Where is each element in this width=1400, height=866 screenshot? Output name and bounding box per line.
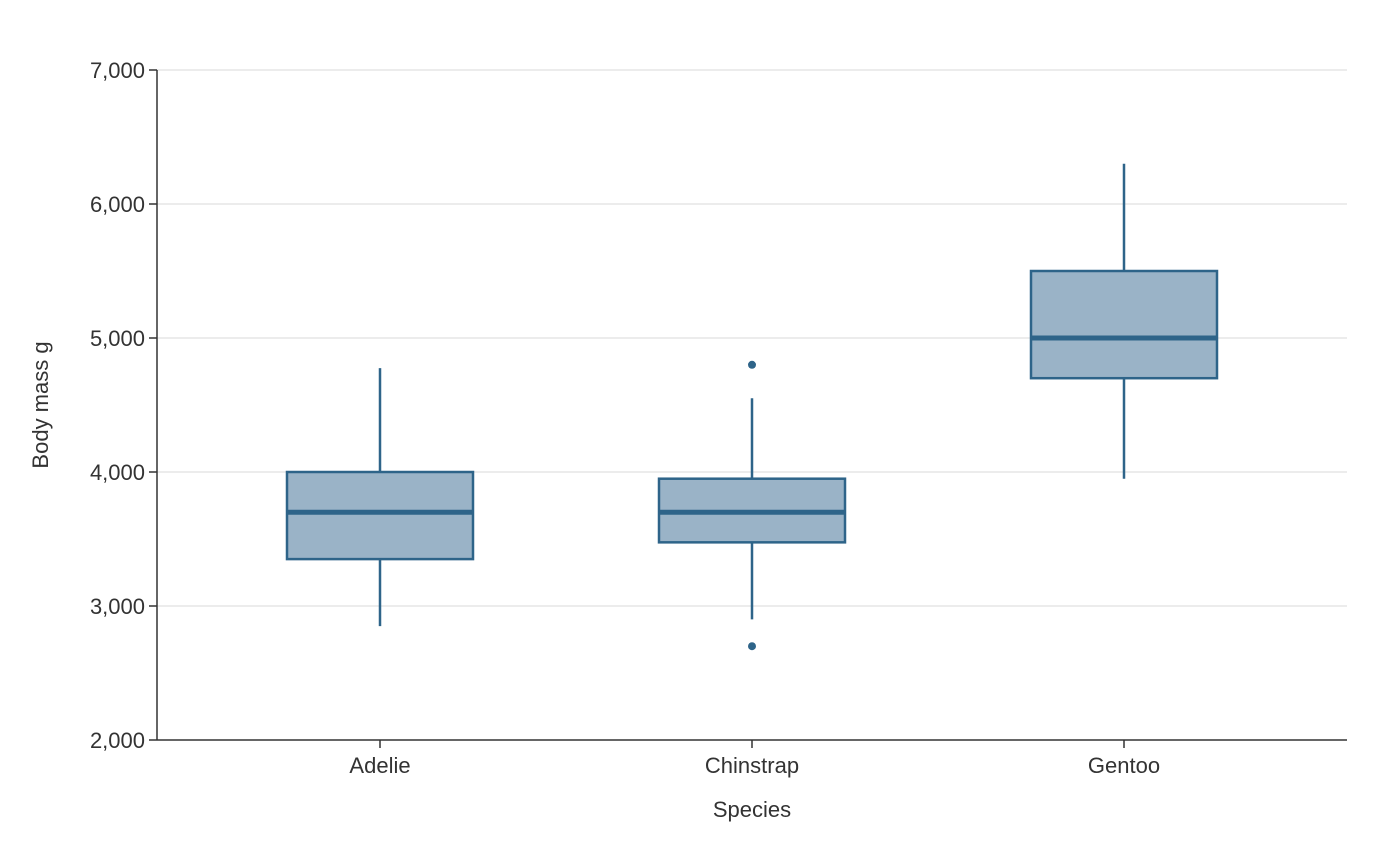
x-tick-label: Adelie bbox=[349, 753, 410, 778]
y-axis-ticks: 2,000 3,000 4,000 5,000 6,000 7,000 bbox=[90, 58, 157, 753]
y-axis-title: Body mass g bbox=[28, 341, 53, 468]
x-tick-label: Chinstrap bbox=[705, 753, 799, 778]
box-chinstrap bbox=[657, 360, 847, 651]
outlier-point bbox=[748, 642, 756, 651]
box-adelie bbox=[285, 368, 475, 627]
iqr-box bbox=[1029, 269, 1219, 380]
y-tick-label: 7,000 bbox=[90, 58, 145, 83]
y-tick-label: 2,000 bbox=[90, 728, 145, 753]
y-tick-label: 4,000 bbox=[90, 460, 145, 485]
y-tick-label: 3,000 bbox=[90, 594, 145, 619]
x-axis-title: Species bbox=[713, 797, 791, 822]
y-tick-label: 5,000 bbox=[90, 326, 145, 351]
x-axis-ticks: Adelie Chinstrap Gentoo bbox=[349, 740, 1160, 778]
box-plot-series bbox=[285, 163, 1219, 651]
y-tick-label: 6,000 bbox=[90, 192, 145, 217]
iqr-box bbox=[285, 470, 475, 561]
box-gentoo bbox=[1029, 163, 1219, 479]
outlier-point bbox=[748, 360, 756, 369]
x-tick-label: Gentoo bbox=[1088, 753, 1160, 778]
